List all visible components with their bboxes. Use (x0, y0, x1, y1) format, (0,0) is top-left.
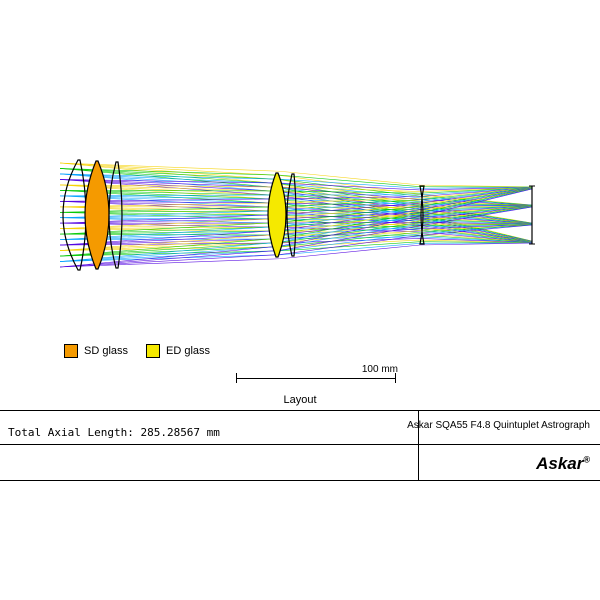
divider (0, 410, 600, 411)
glass-legend: SD glass ED glass (64, 344, 210, 358)
legend-item: ED glass (146, 344, 210, 358)
optical-layout-frame: SD glass ED glass 100 mm Layout Total Axi… (0, 0, 600, 600)
legend-swatch (64, 344, 78, 358)
divider (0, 444, 600, 445)
legend-label: ED glass (166, 345, 210, 357)
legend-item: SD glass (64, 344, 128, 358)
scale-label: 100 mm (362, 364, 398, 375)
axial-length-text: Total Axial Length: 285.28567 mm (8, 426, 220, 439)
layout-label: Layout (0, 394, 600, 406)
product-title: Askar SQA55 F4.8 Quintuplet Astrograph (407, 420, 590, 431)
axial-value: 285.28567 (140, 426, 200, 439)
legend-swatch (146, 344, 160, 358)
scale-bar: 100 mm (236, 376, 396, 384)
divider (0, 480, 600, 481)
axial-prefix: Total Axial Length: (8, 426, 140, 439)
axial-unit: mm (200, 426, 220, 439)
legend-label: SD glass (84, 345, 128, 357)
ray-trace-diagram (0, 100, 600, 330)
brand-logo: Askar® (536, 454, 590, 474)
